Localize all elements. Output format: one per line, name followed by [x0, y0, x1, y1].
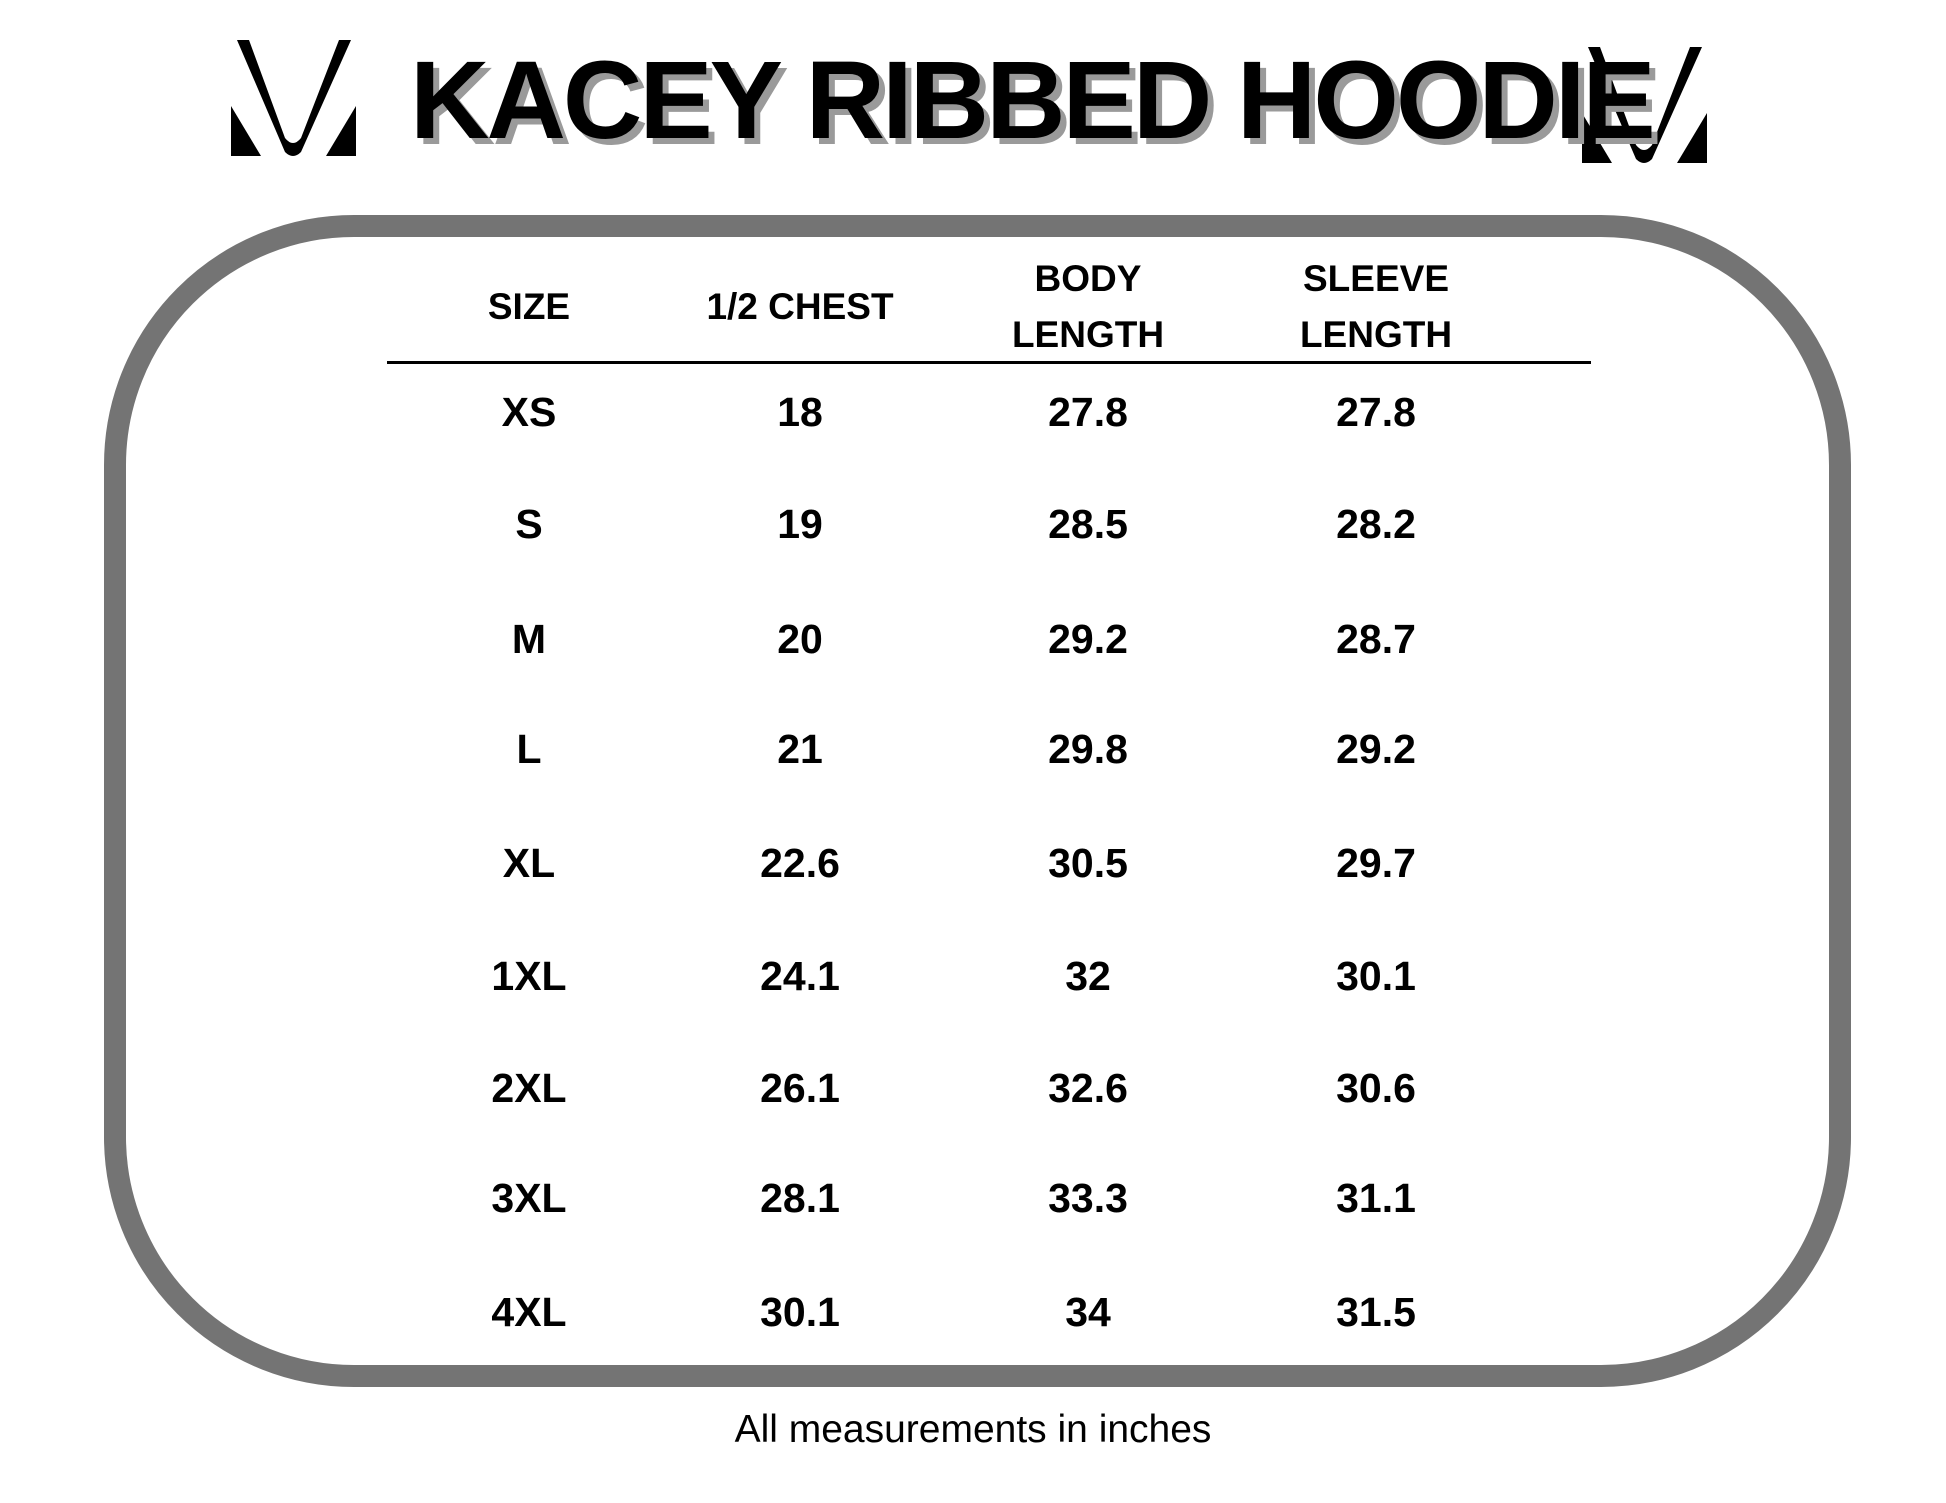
brand-logo-left-icon — [231, 40, 356, 156]
cell-half-chest: 30.1 — [760, 1289, 840, 1335]
cell-half-chest: 24.1 — [760, 953, 840, 999]
header-line: BODY — [1034, 258, 1142, 299]
cell-sleeve-length: 29.2 — [1336, 726, 1416, 772]
cell-sleeve-length: 31.1 — [1336, 1175, 1416, 1221]
page-title: KACEY RIBBED HOODIE — [410, 39, 1656, 162]
column-header-half-chest: 1/2 CHEST — [650, 279, 950, 335]
cell-body-length: 33.3 — [1048, 1175, 1128, 1221]
cell-half-chest: 18 — [777, 389, 823, 435]
cell-sleeve-length: 29.7 — [1336, 840, 1416, 886]
cell-size: 3XL — [491, 1175, 567, 1221]
column-header-sleeve-length: SLEEVE LENGTH — [1226, 251, 1526, 363]
cell-half-chest: 22.6 — [760, 840, 840, 886]
size-chart-frame — [104, 215, 1851, 1387]
cell-body-length: 29.8 — [1048, 726, 1128, 772]
cell-body-length: 28.5 — [1048, 501, 1128, 547]
cell-size: 1XL — [491, 953, 567, 999]
header-divider — [387, 361, 1591, 364]
cell-body-length: 27.8 — [1048, 389, 1128, 435]
cell-sleeve-length: 30.1 — [1336, 953, 1416, 999]
cell-half-chest: 28.1 — [760, 1175, 840, 1221]
cell-half-chest: 20 — [777, 616, 823, 662]
footer-note: All measurements in inches — [734, 1408, 1212, 1451]
column-header-size: SIZE — [379, 279, 679, 335]
cell-size: S — [515, 501, 543, 547]
cell-size: 4XL — [491, 1289, 567, 1335]
cell-sleeve-length: 31.5 — [1336, 1289, 1416, 1335]
cell-sleeve-length: 28.7 — [1336, 616, 1416, 662]
cell-body-length: 34 — [1065, 1289, 1111, 1335]
cell-size: 2XL — [491, 1065, 567, 1111]
cell-sleeve-length: 27.8 — [1336, 389, 1416, 435]
cell-sleeve-length: 30.6 — [1336, 1065, 1416, 1111]
cell-size: L — [516, 726, 542, 772]
brand-logo-right-icon — [1582, 47, 1707, 163]
header-line: SLEEVE — [1303, 258, 1449, 299]
header-line: 1/2 CHEST — [706, 286, 894, 327]
cell-body-length: 32.6 — [1048, 1065, 1128, 1111]
cell-body-length: 30.5 — [1048, 840, 1128, 886]
cell-sleeve-length: 28.2 — [1336, 501, 1416, 547]
cell-size: XS — [501, 389, 557, 435]
column-header-body-length: BODY LENGTH — [938, 251, 1238, 363]
cell-half-chest: 21 — [777, 726, 823, 772]
cell-size: XL — [502, 840, 556, 886]
cell-body-length: 32 — [1065, 953, 1111, 999]
header-line: LENGTH — [1299, 314, 1453, 355]
header-line: LENGTH — [1011, 314, 1165, 355]
cell-body-length: 29.2 — [1048, 616, 1128, 662]
cell-size: M — [511, 616, 547, 662]
header-line: SIZE — [487, 286, 571, 327]
cell-half-chest: 19 — [777, 501, 823, 547]
cell-half-chest: 26.1 — [760, 1065, 840, 1111]
